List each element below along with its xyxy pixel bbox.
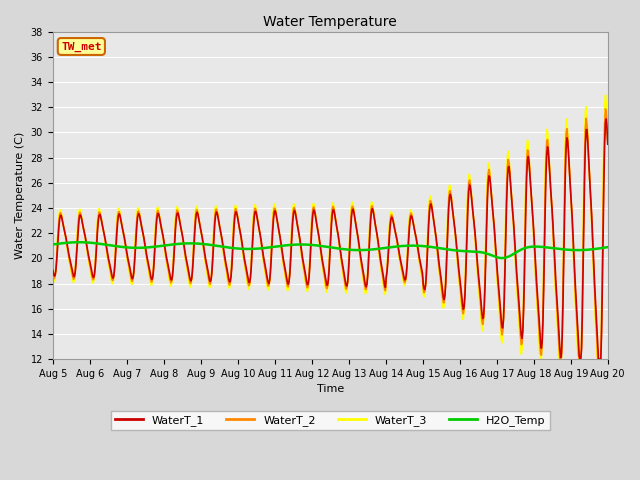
Text: TW_met: TW_met xyxy=(61,41,102,52)
H2O_Temp xyxy=(399,243,406,249)
WaterT_2 xyxy=(602,106,609,112)
WaterT_1 xyxy=(59,220,67,226)
H2O_Temp xyxy=(49,241,56,247)
WaterT_2 xyxy=(202,259,209,264)
WaterT_2 xyxy=(49,271,56,276)
WaterT_2 xyxy=(59,220,67,226)
WaterT_1 xyxy=(576,356,584,362)
Line: WaterT_2: WaterT_2 xyxy=(52,109,608,359)
WaterT_3 xyxy=(602,92,609,98)
WaterT_3 xyxy=(59,219,67,225)
WaterT_1 xyxy=(116,213,124,218)
WaterT_2 xyxy=(414,247,422,253)
WaterT_3 xyxy=(414,250,422,255)
H2O_Temp xyxy=(117,244,125,250)
H2O_Temp xyxy=(59,240,67,246)
WaterT_2 xyxy=(604,141,612,146)
WaterT_1 xyxy=(49,267,56,273)
Line: WaterT_3: WaterT_3 xyxy=(52,95,608,359)
H2O_Temp xyxy=(604,244,612,250)
WaterT_1 xyxy=(202,256,209,262)
WaterT_1 xyxy=(414,245,422,251)
WaterT_3 xyxy=(116,210,124,216)
H2O_Temp xyxy=(202,241,210,247)
WaterT_2 xyxy=(116,212,124,217)
H2O_Temp xyxy=(75,240,83,245)
WaterT_2 xyxy=(398,265,406,271)
WaterT_1 xyxy=(172,216,180,222)
Legend: WaterT_1, WaterT_2, WaterT_3, H2O_Temp: WaterT_1, WaterT_2, WaterT_3, H2O_Temp xyxy=(111,410,550,430)
Title: Water Temperature: Water Temperature xyxy=(264,15,397,29)
WaterT_3 xyxy=(537,356,545,362)
Line: H2O_Temp: H2O_Temp xyxy=(52,242,608,258)
WaterT_1 xyxy=(602,116,610,122)
WaterT_3 xyxy=(398,268,406,274)
X-axis label: Time: Time xyxy=(317,384,344,395)
WaterT_3 xyxy=(172,206,180,212)
Line: WaterT_1: WaterT_1 xyxy=(52,119,608,359)
H2O_Temp xyxy=(415,243,422,249)
WaterT_2 xyxy=(556,356,564,362)
WaterT_1 xyxy=(398,262,406,268)
H2O_Temp xyxy=(498,255,506,261)
WaterT_2 xyxy=(172,211,180,216)
H2O_Temp xyxy=(173,241,181,247)
WaterT_3 xyxy=(49,275,56,281)
WaterT_1 xyxy=(604,141,612,147)
Y-axis label: Water Temperature (C): Water Temperature (C) xyxy=(15,132,25,259)
WaterT_3 xyxy=(604,137,612,143)
WaterT_3 xyxy=(202,262,209,267)
